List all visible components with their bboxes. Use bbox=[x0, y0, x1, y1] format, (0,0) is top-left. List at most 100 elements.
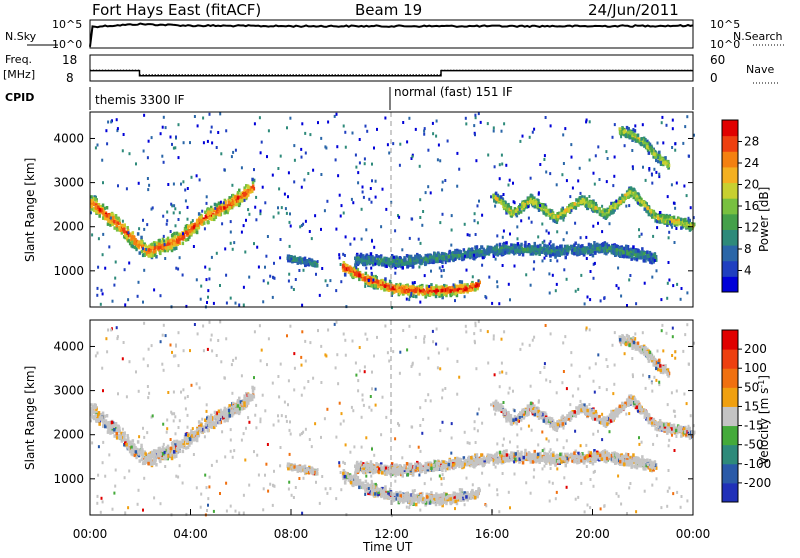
power-cell bbox=[286, 212, 288, 215]
power-cell bbox=[663, 161, 666, 165]
power-cell bbox=[656, 269, 658, 272]
power-cell bbox=[146, 223, 148, 226]
power-cell bbox=[531, 247, 534, 251]
power-cell bbox=[359, 161, 361, 164]
power-cell bbox=[316, 264, 319, 268]
power-cell bbox=[504, 251, 506, 254]
power-cell bbox=[624, 130, 627, 134]
power-cell bbox=[170, 230, 172, 233]
power-cell bbox=[165, 126, 167, 129]
power-cell bbox=[362, 186, 364, 189]
power-cell bbox=[537, 245, 540, 249]
power-cell bbox=[371, 163, 373, 166]
power-cell bbox=[644, 204, 647, 208]
power-cell bbox=[231, 202, 234, 206]
power-cell bbox=[117, 184, 119, 187]
power-cell bbox=[317, 260, 319, 263]
power-cell bbox=[277, 206, 279, 209]
power-cell bbox=[268, 129, 270, 132]
power-cell bbox=[465, 117, 467, 120]
power-cell bbox=[272, 296, 274, 299]
power-cell bbox=[613, 175, 615, 178]
power-cell bbox=[385, 259, 388, 263]
power-cell bbox=[143, 228, 145, 231]
power-cell bbox=[309, 230, 311, 233]
power-cell bbox=[380, 281, 383, 285]
power-cell bbox=[252, 178, 254, 181]
power-cell bbox=[393, 259, 396, 263]
power-cell bbox=[510, 247, 513, 251]
power-cell bbox=[426, 287, 429, 291]
power-cell bbox=[399, 143, 401, 146]
colorbar-swatch bbox=[722, 214, 738, 230]
power-cell bbox=[311, 259, 314, 263]
power-cell bbox=[178, 156, 180, 159]
power-cell bbox=[465, 122, 467, 125]
power-cell bbox=[278, 187, 280, 190]
power-cell bbox=[651, 214, 653, 217]
power-cell bbox=[200, 298, 202, 301]
power-cell bbox=[591, 250, 594, 254]
power-cell bbox=[265, 255, 267, 258]
power-cell bbox=[594, 244, 597, 248]
power-cell bbox=[614, 123, 616, 126]
power-cell bbox=[420, 286, 423, 290]
power-cell bbox=[419, 216, 421, 219]
power-cell bbox=[117, 127, 119, 130]
power-cell bbox=[355, 166, 357, 169]
power-cell bbox=[116, 224, 119, 228]
power-cell bbox=[445, 261, 447, 264]
power-cell bbox=[182, 242, 185, 246]
power-cell bbox=[403, 256, 406, 260]
power-cell bbox=[588, 195, 590, 198]
power-cell bbox=[590, 270, 592, 273]
power-cell bbox=[299, 225, 301, 228]
power-cell bbox=[499, 163, 501, 166]
power-cell bbox=[684, 222, 687, 226]
power-cell bbox=[153, 250, 156, 254]
power-cell bbox=[193, 245, 195, 248]
power-cell bbox=[244, 251, 246, 254]
power-cell bbox=[235, 203, 238, 207]
power-cell bbox=[546, 229, 548, 232]
power-cell bbox=[388, 262, 391, 266]
power-cell bbox=[606, 214, 609, 218]
power-cell bbox=[683, 185, 685, 188]
power-cell bbox=[515, 244, 518, 248]
power-cell bbox=[113, 284, 115, 287]
power-cell bbox=[111, 213, 114, 217]
power-cell bbox=[594, 262, 596, 265]
power-cell bbox=[437, 260, 439, 263]
power-cell bbox=[264, 201, 266, 204]
colorbar-tick-label: 4 bbox=[744, 264, 752, 278]
power-cell bbox=[260, 151, 262, 154]
power-cell bbox=[661, 116, 663, 119]
power-cell bbox=[462, 253, 465, 257]
power-cell bbox=[680, 298, 682, 301]
colorbar-tick-label: 8 bbox=[744, 242, 752, 256]
power-cell bbox=[243, 224, 245, 227]
power-cell bbox=[652, 210, 655, 214]
power-cell bbox=[453, 283, 455, 286]
power-cell bbox=[466, 254, 469, 258]
power-cell bbox=[534, 247, 537, 251]
power-cell bbox=[408, 117, 410, 120]
power-cell bbox=[335, 158, 337, 161]
power-cell bbox=[676, 182, 678, 185]
power-cell bbox=[593, 172, 595, 175]
power-cell bbox=[357, 261, 360, 265]
power-cell bbox=[173, 204, 175, 207]
power-cell bbox=[338, 253, 340, 256]
power-cell bbox=[549, 254, 552, 258]
power-cell bbox=[447, 140, 449, 143]
power-cell bbox=[620, 295, 622, 298]
power-cell bbox=[604, 246, 607, 250]
power-cell bbox=[419, 198, 421, 201]
power-cell bbox=[94, 198, 97, 202]
power-cell bbox=[505, 241, 508, 245]
power-cell bbox=[529, 250, 532, 254]
power-cell bbox=[99, 208, 102, 212]
power-cell bbox=[502, 264, 504, 267]
power-cell bbox=[635, 302, 637, 305]
power-cell bbox=[552, 253, 555, 257]
